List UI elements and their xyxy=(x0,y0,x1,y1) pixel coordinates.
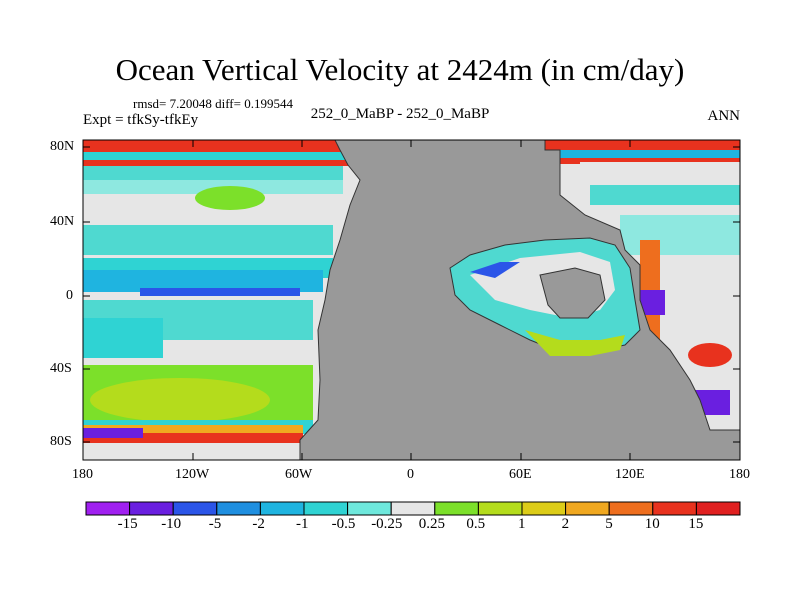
colorbar-label: 0.25 xyxy=(418,516,446,532)
field-band xyxy=(83,270,323,292)
field-patch xyxy=(688,343,732,367)
colorbar-label: 5 xyxy=(605,516,613,532)
coastal-band xyxy=(83,152,353,160)
colorbar-label: 1 xyxy=(518,516,526,532)
lat-label-40n: 40N xyxy=(50,214,75,229)
colorbar-label: 0.5 xyxy=(466,516,486,532)
field-band xyxy=(140,288,300,296)
lon-label-60w: 60W xyxy=(285,467,313,482)
lon-label-120e: 120E xyxy=(615,467,645,482)
lon-label-0: 0 xyxy=(407,467,414,482)
plot-title: Ocean Vertical Velocity at 2424m (in cm/… xyxy=(115,52,685,87)
field-band xyxy=(83,318,163,358)
colorbar-box xyxy=(259,501,305,516)
colorbar-box xyxy=(652,501,697,516)
land-island xyxy=(539,267,606,319)
lon-label-180e: 180 xyxy=(729,467,750,482)
season-label: ANN xyxy=(707,108,741,124)
colorbar-box xyxy=(434,501,479,516)
colorbar-label: -2 xyxy=(252,516,265,532)
colorbar-box xyxy=(216,501,261,516)
lon-label-180w: 180 xyxy=(72,467,93,482)
colorbar-box xyxy=(172,501,218,516)
colorbar-box xyxy=(695,501,741,516)
field-band xyxy=(620,215,740,255)
lat-ticks xyxy=(83,146,740,443)
colorbar-label: 2 xyxy=(561,516,570,532)
colorbar-label: -15 xyxy=(117,516,138,532)
lon-ticks xyxy=(82,140,631,460)
map-field xyxy=(83,140,740,460)
coastal-band xyxy=(83,433,303,443)
colorbar-label: -10 xyxy=(161,516,182,532)
experiment-label: Expt = tfkSy-tfkEy xyxy=(83,112,199,128)
lat-label-80s: 80S xyxy=(50,434,72,449)
colorbar-box xyxy=(477,501,523,516)
colorbar-box xyxy=(85,501,131,516)
colorbar-box xyxy=(129,501,174,516)
colorbar-box xyxy=(347,501,392,516)
colorbar-label: -0.5 xyxy=(331,516,356,532)
colorbar-box xyxy=(608,501,654,516)
lat-label-0: 0 xyxy=(66,288,73,303)
case-label: 252_0_MaBP - 252_0_MaBP xyxy=(310,106,490,122)
coastal-band xyxy=(545,150,740,158)
coastal-band xyxy=(83,428,143,438)
colorbar-label: 15 xyxy=(688,516,704,532)
field-patch xyxy=(90,378,270,422)
lon-label-120w: 120W xyxy=(175,467,210,482)
stats-text: rmsd= 7.20048 diff= 0.199544 xyxy=(133,96,293,111)
tethys-field xyxy=(525,330,625,356)
colorbar-box xyxy=(565,501,610,516)
colorbar-label: -1 xyxy=(296,516,309,532)
coastal-band xyxy=(640,290,665,315)
colorbar-box xyxy=(521,501,567,516)
colorbar-label: -0.25 xyxy=(371,516,403,532)
lon-label-60e: 60E xyxy=(509,467,532,482)
field-band xyxy=(590,185,740,205)
field-patch xyxy=(195,186,265,210)
lat-label-80n: 80N xyxy=(50,139,75,154)
lat-label-40s: 40S xyxy=(50,361,72,376)
colorbar xyxy=(85,501,741,516)
tethys-field xyxy=(470,262,520,278)
colorbar-label: -5 xyxy=(208,516,222,532)
colorbar-box xyxy=(390,501,436,516)
field-band xyxy=(83,180,343,194)
field-band xyxy=(83,225,333,255)
colorbar-box xyxy=(303,501,349,516)
colorbar-label: 10 xyxy=(644,516,660,532)
